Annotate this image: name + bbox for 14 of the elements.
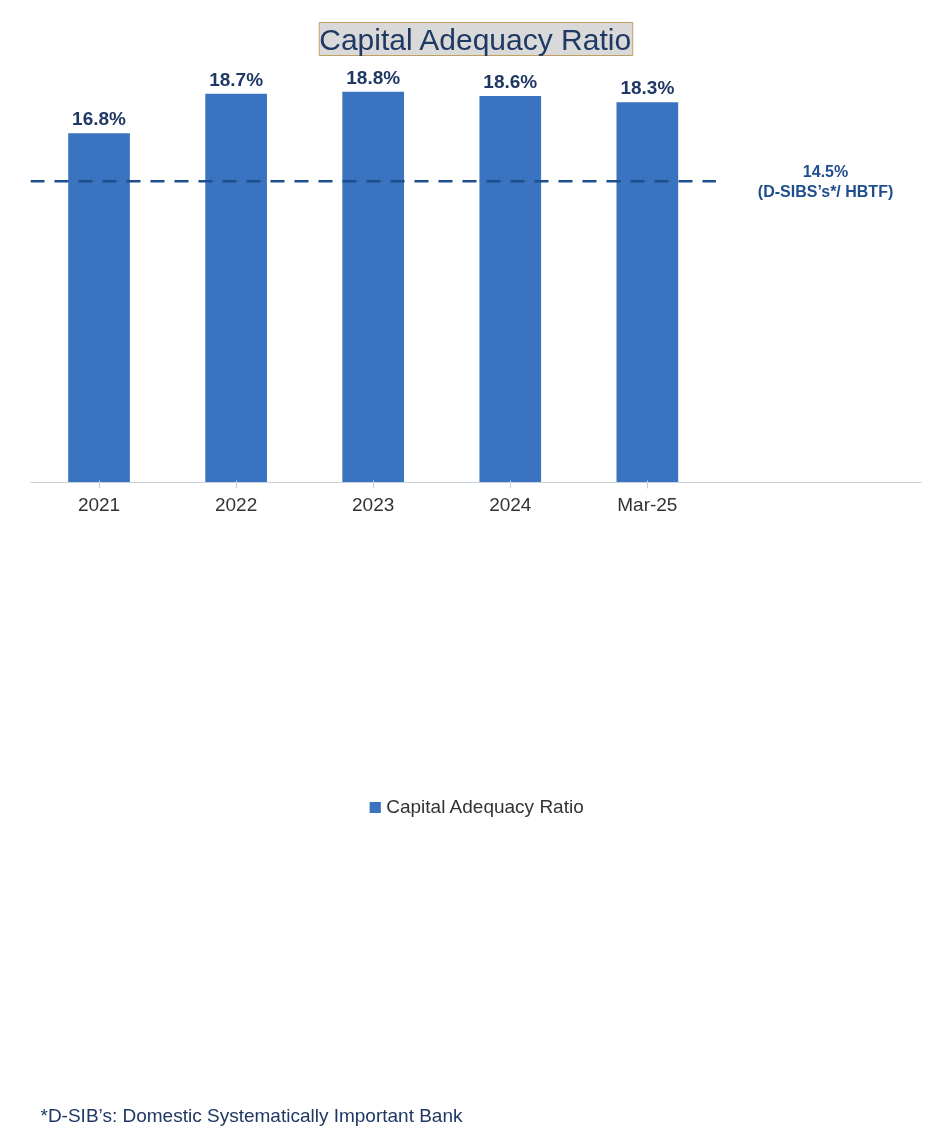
data-label: 18.8%	[346, 66, 401, 88]
data-label: 18.7%	[209, 68, 264, 90]
chart-title: Capital Adequacy Ratio	[319, 22, 632, 56]
x-tick-label: 2024	[489, 493, 532, 515]
data-label: 16.8%	[72, 108, 127, 130]
legend-label: Capital Adequacy Ratio	[386, 796, 584, 818]
x-tick-label: 2023	[352, 493, 395, 515]
x-tick-label: 2021	[77, 493, 121, 515]
text: *D-SIB’s: Domestic Systematically Important Bank	[40, 1104, 464, 1126]
data-label: 18.6%	[483, 70, 538, 92]
x-tick-label: Mar-25	[617, 493, 678, 515]
data-label: 18.3%	[620, 77, 675, 99]
x-tick-label: 2022	[214, 493, 258, 515]
ref-line-label: 14.5% (D-SIBS’s*/ HBTF)	[757, 162, 894, 200]
